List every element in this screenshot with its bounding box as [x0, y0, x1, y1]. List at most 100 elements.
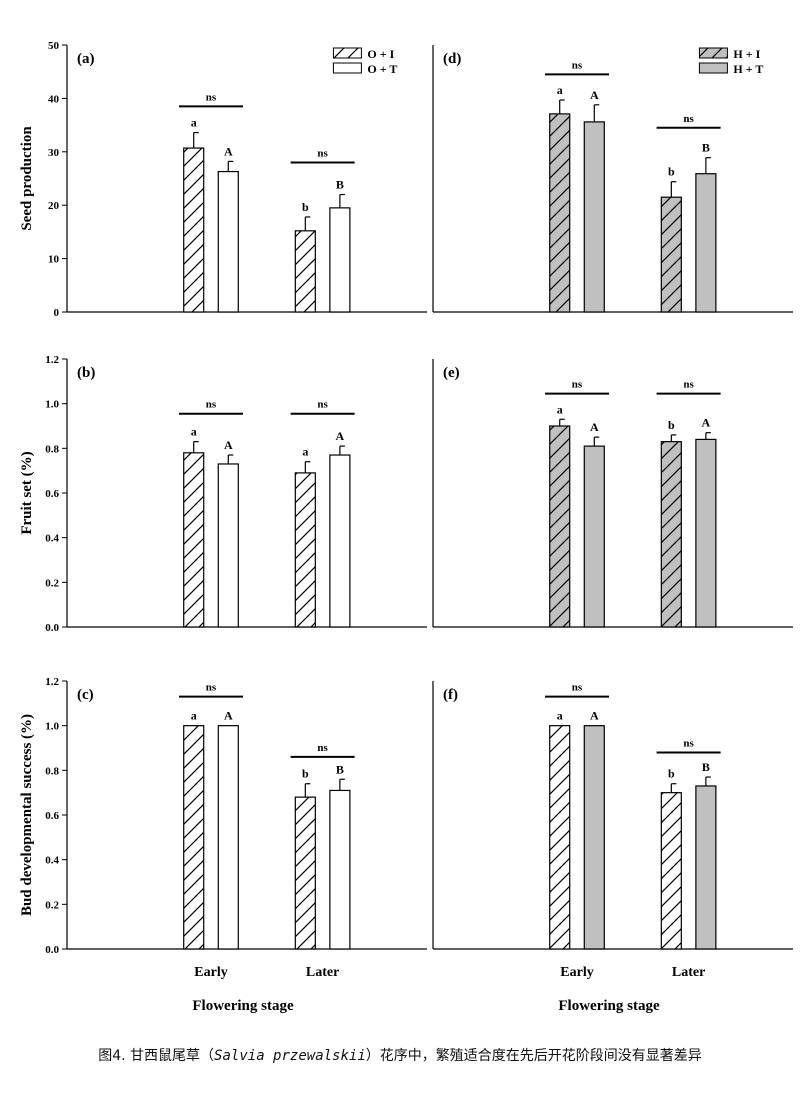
panel-0-bar	[329, 207, 351, 313]
panel-1-y-axis-label: Fruit set (%)	[19, 451, 35, 534]
panel-2-x-tick-label: Later	[306, 965, 339, 980]
panel-5-significance-letter: A	[590, 709, 599, 723]
panel-4-bar	[695, 438, 717, 628]
panel-1-y-tick-label: 1.2	[45, 354, 59, 366]
figure-canvas: 0 10 20 30 40 50 Seed production (a) a Ab Bns ns O +…	[19, 40, 793, 1014]
panel-0-bar	[217, 170, 239, 313]
panel-0-y-tick-label: 40	[48, 93, 60, 105]
panel-1-significance-letter: a	[302, 445, 308, 459]
panel-0-panel-label: (a)	[77, 51, 95, 67]
panel-5-bar	[660, 792, 682, 950]
panel-4-significance-letter: A	[590, 420, 599, 434]
panel-2-significance-letter: A	[224, 709, 233, 723]
caption-species: Salvia przewalskii	[214, 1048, 366, 1064]
panel-2-y-tick-label: 1.2	[45, 676, 59, 688]
panel-1-y-tick-label: 0.2	[45, 577, 59, 589]
panel-4-ns-label: ns	[572, 379, 583, 391]
x-axis-title-left: Flowering stage	[192, 998, 294, 1014]
panel-5-significance-letter: B	[702, 760, 710, 774]
panel-1-ns-label: ns	[317, 399, 328, 411]
panel-3-significance-letter: B	[702, 141, 710, 155]
panel-2-y-tick-label: 0.2	[45, 899, 59, 911]
panel-5-x-tick-label: Later	[672, 965, 705, 980]
panel-5-significance-letter: a	[557, 709, 563, 723]
panel-5-significance-letter: b	[668, 767, 675, 781]
panel-4-bar	[549, 425, 571, 628]
panel-0-y-tick-label: 10	[48, 254, 60, 266]
panel-4-significance-letter: b	[668, 418, 675, 432]
panel-2-ns-label: ns	[206, 682, 217, 694]
panel-1-ns-label: ns	[206, 399, 217, 411]
panel-2-y-tick-label: 1.0	[45, 721, 59, 733]
panel-0-y-axis-label: Seed production	[19, 126, 35, 231]
panel-2-panel-label: (c)	[77, 687, 94, 703]
panel-3-bar	[660, 196, 682, 313]
panel-3-legend-label: H + I	[733, 47, 760, 61]
figure-caption: 图4. 甘西鼠尾草（Salvia przewalskii）花序中，繁殖适合度在先…	[0, 1045, 800, 1065]
caption-prefix: 图4. 甘西鼠尾草（	[98, 1048, 215, 1064]
panel-1-y-tick-label: 0.0	[45, 622, 59, 634]
panel-2-bar	[183, 725, 205, 950]
panel-0-legend-label: O + T	[367, 62, 397, 76]
panel-1-panel-label: (b)	[77, 365, 95, 381]
panel-2-significance-letter: B	[336, 762, 344, 776]
panel-0-legend-swatch	[332, 62, 362, 74]
panel-4-panel-label: (e)	[443, 365, 460, 381]
panel-5-bar	[583, 725, 605, 950]
panel-1-y-tick-label: 0.8	[45, 443, 59, 455]
panel-4-bar	[583, 445, 605, 628]
panel-0-bar	[294, 230, 316, 313]
panel-2-ns-label: ns	[317, 742, 328, 754]
panel-2-y-tick-label: 0.6	[45, 810, 59, 822]
panel-0-y-tick-label: 30	[48, 147, 60, 159]
panel-2-y-tick-label: 0.4	[45, 855, 59, 867]
panel-3-legend-label: H + T	[733, 62, 763, 76]
panel-0-legend-label: O + I	[367, 47, 394, 61]
panel-0-significance-letter: B	[336, 178, 344, 192]
chart-layer: 0 10 20 30 40 50 Seed production (a) a Ab Bns ns O +…	[19, 40, 793, 980]
panel-4-significance-letter: A	[702, 416, 711, 430]
panel-3-bar	[549, 113, 571, 313]
panel-0-significance-letter: A	[224, 144, 233, 158]
panel-1-y-tick-label: 1.0	[45, 399, 59, 411]
panel-0-y-tick-label: 20	[48, 200, 60, 212]
panel-2-significance-letter: a	[191, 709, 197, 723]
panel-3-significance-letter: a	[557, 83, 563, 97]
panel-3-significance-letter: A	[590, 88, 599, 102]
panel-5-ns-label: ns	[572, 682, 583, 694]
panel-1-significance-letter: A	[336, 429, 345, 443]
panel-3-bar	[583, 121, 605, 313]
panel-4-ns-label: ns	[683, 379, 694, 391]
panel-4-significance-letter: a	[557, 402, 563, 416]
x-axis-title-right: Flowering stage	[558, 998, 660, 1014]
panel-2-bar	[329, 789, 351, 950]
panel-0-bar	[183, 147, 205, 313]
panel-2-significance-letter: b	[302, 767, 309, 781]
panel-1-bar	[217, 463, 239, 628]
panel-5-x-tick-label: Early	[560, 965, 593, 980]
panel-1-significance-letter: A	[224, 438, 233, 452]
panel-1-bar	[329, 454, 351, 628]
panel-1-y-tick-label: 0.4	[45, 533, 59, 545]
panel-3-significance-letter: b	[668, 165, 675, 179]
panel-5-panel-label: (f)	[443, 687, 458, 703]
panel-5-bar	[549, 725, 571, 950]
panel-1-y-tick-label: 0.6	[45, 488, 59, 500]
panel-4-bar	[660, 441, 682, 628]
panel-3-bar	[695, 173, 717, 313]
panel-5-bar	[695, 785, 717, 950]
panel-1-bar	[294, 472, 316, 628]
panel-3-panel-label: (d)	[443, 51, 461, 67]
panel-3-legend-swatch	[698, 62, 728, 74]
panel-5-ns-label: ns	[683, 737, 694, 749]
panel-2-y-tick-label: 0.0	[45, 944, 59, 956]
panel-1-significance-letter: a	[191, 425, 197, 439]
panel-0-y-tick-label: 0	[54, 307, 60, 319]
panel-0-ns-label: ns	[206, 91, 217, 103]
panel-2-bar	[217, 725, 239, 950]
panel-0-ns-label: ns	[317, 147, 328, 159]
panel-3-ns-label: ns	[683, 113, 694, 125]
panel-2-y-axis-label: Bud developmental success (%)	[19, 714, 35, 916]
panel-0-significance-letter: a	[191, 116, 197, 130]
panel-2-bar	[294, 796, 316, 950]
